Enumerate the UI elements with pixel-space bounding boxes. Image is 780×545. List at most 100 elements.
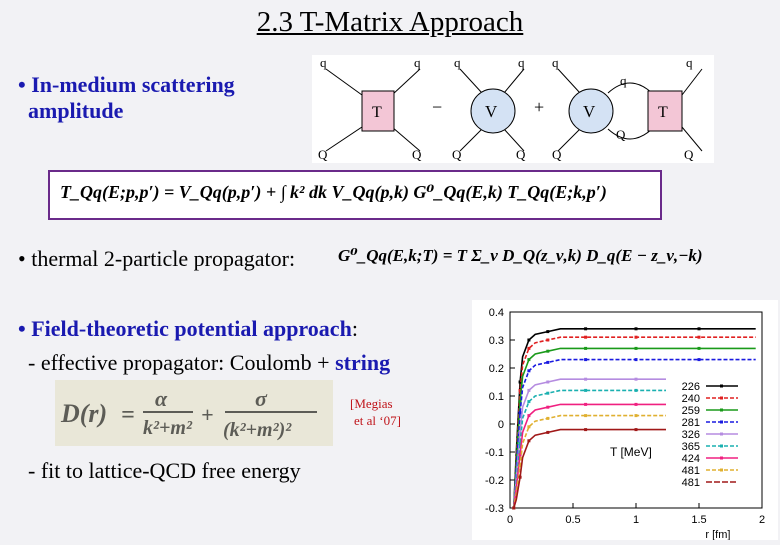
legend-title: T [MeV] [610, 445, 652, 459]
legend-label: 481 [682, 465, 700, 477]
legend-marker [720, 384, 723, 388]
Q-label: Q [516, 147, 526, 162]
data-point [546, 330, 550, 334]
colon: : [351, 316, 358, 341]
legend-label: 481 [682, 477, 700, 489]
plus-sign: + [534, 97, 544, 117]
bullet-text-line1: • In-medium scattering [18, 72, 235, 97]
legend-marker [720, 420, 723, 424]
minus-sign: − [432, 97, 442, 117]
propagator-equation-box: G⁰_Qq(E,k;T) = T Σ_ν D_Q(z_ν,k) D_q(E − … [338, 236, 730, 280]
data-point [518, 411, 522, 415]
data-point [527, 358, 531, 362]
series-line [512, 358, 756, 509]
q-label: q [454, 55, 461, 70]
formula-glyph: σ [255, 386, 268, 411]
data-point [546, 430, 550, 434]
data-point [697, 327, 701, 331]
data-point [518, 453, 522, 457]
Q-label: Q [452, 147, 462, 162]
legend-marker [720, 456, 723, 460]
Q-label: Q [412, 147, 422, 162]
data-point [512, 506, 516, 510]
y-tick-label: 0.2 [489, 363, 504, 375]
data-point [518, 388, 522, 392]
data-point [634, 327, 638, 331]
x-tick-label: 0 [507, 514, 513, 526]
v-circle-1 [470, 88, 516, 134]
series-line [512, 414, 756, 509]
data-point [697, 358, 701, 362]
formula-glyph: k²+m² [143, 417, 193, 439]
series-line [512, 347, 756, 509]
t-label-left: T [372, 104, 382, 121]
x-axis-label: r [fm] [705, 529, 730, 540]
bullet-field-theoretic: • Field-theoretic potential approach: [18, 316, 358, 342]
data-point [584, 335, 588, 339]
data-point [518, 380, 522, 384]
data-point [518, 475, 522, 479]
sub-bullet-lattice: - fit to lattice-QCD free energy [28, 458, 301, 483]
data-point [584, 327, 588, 331]
t-matrix-diagram: T − V + V T q q q q q q q Q Q Q Q Q Q Q [312, 55, 714, 163]
legend-label: 424 [682, 453, 700, 465]
v-label-2: V [583, 102, 596, 121]
x-tick-label: 2 [759, 514, 765, 526]
data-point [527, 425, 531, 429]
Q-label: Q [684, 147, 694, 162]
formula-glyph: = [121, 402, 135, 428]
data-point [546, 391, 550, 395]
potential-formula-image: D(r) = α k²+m² + σ (k²+m²)² [55, 380, 333, 446]
string-word: string [335, 350, 391, 375]
legend-marker [720, 396, 723, 400]
data-point [546, 416, 550, 420]
data-point [584, 388, 588, 392]
t-matrix-equation-box: T_Qq(E;p,p′) = V_Qq(p,p′) + ∫ k² dk V_Qq… [48, 170, 662, 220]
y-tick-label: 0.3 [489, 335, 504, 347]
q-label: q [518, 55, 525, 70]
data-point [697, 335, 701, 339]
data-point [527, 338, 531, 342]
data-point [518, 400, 522, 404]
x-tick-label: 1 [633, 514, 639, 526]
y-tick-label: 0.1 [489, 391, 504, 403]
t-box-right [647, 90, 683, 132]
q-label: q [320, 55, 327, 70]
legend-marker [720, 444, 723, 448]
t-label-right: T [658, 104, 668, 121]
data-point [527, 439, 531, 443]
series-line [512, 378, 756, 509]
bullet-field-theoretic-title: • Field-theoretic potential approach [18, 316, 352, 341]
data-point [518, 430, 522, 434]
bullet-propagator: • thermal 2-particle propagator: [18, 246, 296, 271]
x-tick-label: 1.5 [691, 514, 706, 526]
potential-chart: 0.4 0.3 0.2 0.1 0 -0.1 -0.2 -0.3 0 0.5 1 1.5 2 r [fm]… [472, 300, 778, 541]
slide-title: 2.3 T-Matrix Approach [256, 6, 524, 38]
legend-label: 365 [682, 441, 700, 453]
formula-glyph: D(r) [60, 399, 107, 428]
data-point [634, 414, 638, 418]
legend-label: 240 [682, 393, 700, 405]
data-point [584, 402, 588, 406]
t-matrix-equation: T_Qq(E;p,p′) = V_Qq(p,p′) + ∫ k² dk V_Qq… [60, 182, 607, 202]
data-point [634, 335, 638, 339]
data-point [546, 380, 550, 384]
v-label-1: V [485, 102, 498, 121]
series-line [512, 403, 756, 509]
legend-label: 226 [682, 381, 700, 393]
x-tick-label: 0.5 [565, 514, 580, 526]
data-point [518, 442, 522, 446]
data-point [527, 346, 531, 350]
propagator-equation: G⁰_Qq(E,k;T) = T Σ_ν D_Q(z_ν,k) D_q(E − … [338, 246, 703, 265]
data-point [584, 346, 588, 350]
data-point [634, 358, 638, 362]
data-point [527, 369, 531, 373]
chart-svg: 0.40.30.20.10-0.1-0.2-0.30 0.5 1 1.5 2r [fm]… [485, 307, 765, 541]
legend-label: 259 [682, 405, 700, 417]
Q-label: Q [552, 147, 562, 162]
y-tick-label: 0 [498, 419, 504, 431]
t-box-left [361, 90, 395, 132]
data-point [546, 360, 550, 364]
y-tick-label: 0.4 [489, 307, 504, 319]
legend-marker [720, 432, 723, 436]
